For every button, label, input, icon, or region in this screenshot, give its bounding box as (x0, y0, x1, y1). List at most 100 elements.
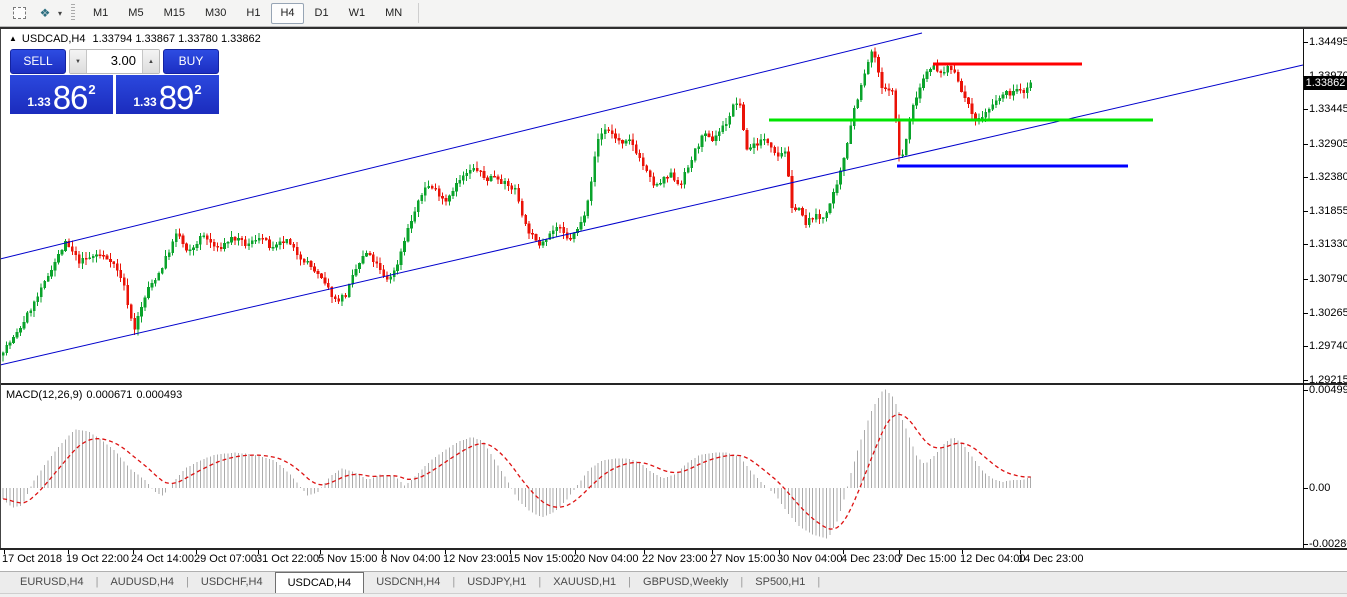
time-axis-label: 4 Dec 23:00 (841, 553, 901, 565)
one-click-trading-panel: SELL ▼ 3.00 ▲ BUY 1.33 86 2 1.33 89 2 (10, 49, 219, 114)
price-axis-line (1303, 29, 1304, 548)
time-axis-label: 31 Oct 22:00 (256, 553, 319, 565)
time-axis-tick (779, 550, 780, 554)
sell-pips: 86 (52, 78, 89, 116)
price-axis-label: 1.29740 (1309, 340, 1347, 352)
price-axis-label: 1.33445 (1309, 103, 1347, 115)
price-axis-tick (1303, 177, 1308, 178)
tab-item-xauusd-h1[interactable]: XAUUSD,H1 (553, 576, 617, 588)
price-chart-canvas[interactable] (0, 29, 1304, 383)
tab-item-eurusd-h4[interactable]: EURUSD,H4 (20, 576, 84, 588)
macd-signal-value: 0.000493 (136, 389, 183, 401)
price-axis-label: 1.31330 (1309, 238, 1347, 250)
tab-item-usdcad-h4[interactable]: USDCAD,H4 (274, 572, 365, 593)
timeframe-button-m30[interactable]: M30 (196, 3, 235, 24)
price-axis-tick (1303, 211, 1308, 212)
chart-window-icon[interactable] (8, 3, 30, 23)
dropdown-caret-icon[interactable]: ▾ (58, 8, 63, 18)
time-axis-label: 20 Nov 04:00 (573, 553, 639, 565)
macd-axis-label: -0.002868 (1309, 538, 1347, 550)
tab-item-usdcnh-h4[interactable]: USDCNH,H4 (376, 576, 441, 588)
price-axis-tick (1303, 144, 1308, 145)
macd-axis-tick (1303, 544, 1308, 545)
time-axis-label: 12 Dec 04:00 (960, 553, 1026, 565)
tab-separator: | (95, 576, 99, 588)
time-axis-tick (644, 550, 645, 554)
time-axis-label: 12 Nov 23:00 (443, 553, 509, 565)
time-axis-label: 30 Nov 04:00 (777, 553, 843, 565)
ascending-channel-upper-line[interactable] (0, 32, 923, 260)
macd-main-value: 0.000671 (86, 389, 133, 401)
timeframe-button-mn[interactable]: MN (376, 3, 411, 24)
window-frame-line (0, 27, 1347, 29)
time-axis-tick (712, 550, 713, 554)
timeframe-button-h1[interactable]: H1 (237, 3, 269, 24)
collapse-triangle-icon[interactable]: ▲ (9, 34, 17, 43)
status-strip (0, 593, 1347, 597)
macd-indicator-canvas[interactable] (0, 385, 1304, 548)
time-axis-tick (320, 550, 321, 554)
time-axis-label: 8 Nov 04:00 (381, 553, 441, 565)
cycle-glyph: ❖ (39, 6, 51, 20)
price-axis-label: 1.34495 (1309, 36, 1347, 48)
buy-button[interactable]: BUY (163, 49, 219, 74)
volume-decrease-button[interactable]: ▼ (70, 50, 87, 73)
timeframe-button-group: M1 M5 M15 M30 H1 H4 D1 W1 MN (83, 2, 412, 24)
time-axis-label: 14 Dec 23:00 (1018, 553, 1084, 565)
timeframe-button-d1[interactable]: D1 (306, 3, 338, 24)
macd-timeaxis-separator (0, 548, 1347, 550)
macd-axis-tick (1303, 488, 1308, 489)
time-axis-label: 5 Nov 15:00 (318, 553, 378, 565)
macd-histogram (2, 389, 1032, 539)
channel-trendlines[interactable] (0, 32, 1304, 366)
timeframe-button-m5[interactable]: M5 (119, 3, 152, 24)
price-axis-tick (1303, 244, 1308, 245)
tab-item-sp500-h1[interactable]: SP500,H1 (755, 576, 806, 588)
candlestick-series (1, 47, 1033, 362)
price-axis-tick (1303, 109, 1308, 110)
tab-separator: | (740, 576, 744, 588)
price-axis-tick (1303, 380, 1308, 381)
time-axis-label: 29 Oct 07:00 (194, 553, 257, 565)
volume-increase-button[interactable]: ▲ (142, 50, 159, 73)
timeframe-button-m15[interactable]: M15 (155, 3, 194, 24)
time-axis-tick (445, 550, 446, 554)
timeframe-button-m1[interactable]: M1 (84, 3, 117, 24)
symbol-name: USDCAD,H4 (21, 33, 86, 45)
buy-price-button[interactable]: 1.33 89 2 (116, 75, 219, 114)
tab-item-gbpusd-weekly[interactable]: GBPUSD,Weekly (643, 576, 729, 588)
price-axis-label: 1.30790 (1309, 273, 1347, 285)
sell-pipette: 2 (88, 82, 96, 97)
sell-price-button[interactable]: 1.33 86 2 (10, 75, 113, 114)
time-axis-label: 19 Oct 22:00 (66, 553, 129, 565)
macd-title: MACD(12,26,9) (6, 389, 83, 401)
price-axis-label: 1.32380 (1309, 171, 1347, 183)
chart-tab-bar: EURUSD,H4 | AUDUSD,H4 | USDCHF,H4 USDCAD,H4 US… (0, 571, 1347, 593)
symbol-ohlc-values: 1.33794 1.33867 1.33780 1.33862 (92, 33, 261, 45)
macd-indicator-label: MACD(12,26,9) 0.000671 0.000493 (6, 389, 186, 401)
tab-item-usdjpy-h1[interactable]: USDJPY,H1 (467, 576, 527, 588)
price-axis-tick (1303, 42, 1308, 43)
sell-button[interactable]: SELL (10, 49, 66, 74)
time-axis-label: 15 Nov 15:00 (508, 553, 574, 565)
timeframe-button-w1[interactable]: W1 (340, 3, 375, 24)
cycle-symbols-icon[interactable]: ❖ (34, 3, 56, 23)
toolbar-grip[interactable] (71, 4, 76, 22)
price-axis-tick (1303, 346, 1308, 347)
tab-separator: | (452, 576, 456, 588)
chart-macd-separator[interactable] (0, 383, 1347, 385)
timeframe-button-h4[interactable]: H4 (271, 2, 304, 24)
horizontal-levels[interactable] (769, 62, 1153, 168)
tab-item-audusd-h4[interactable]: AUDUSD,H4 (110, 576, 175, 588)
window-left-edge (0, 29, 1, 548)
ascending-channel-lower-line[interactable] (0, 64, 1304, 366)
time-axis-tick (843, 550, 844, 554)
volume-input[interactable]: 3.00 (87, 50, 142, 73)
time-axis-tick (258, 550, 259, 554)
time-axis-label: 22 Nov 23:00 (642, 553, 708, 565)
price-axis-tick (1303, 279, 1308, 280)
price-axis-label: 1.32905 (1309, 138, 1347, 150)
volume-control: ▼ 3.00 ▲ (69, 49, 160, 74)
buy-pipette: 2 (194, 82, 202, 97)
tab-item-usdchf-h4[interactable]: USDCHF,H4 (200, 576, 263, 588)
